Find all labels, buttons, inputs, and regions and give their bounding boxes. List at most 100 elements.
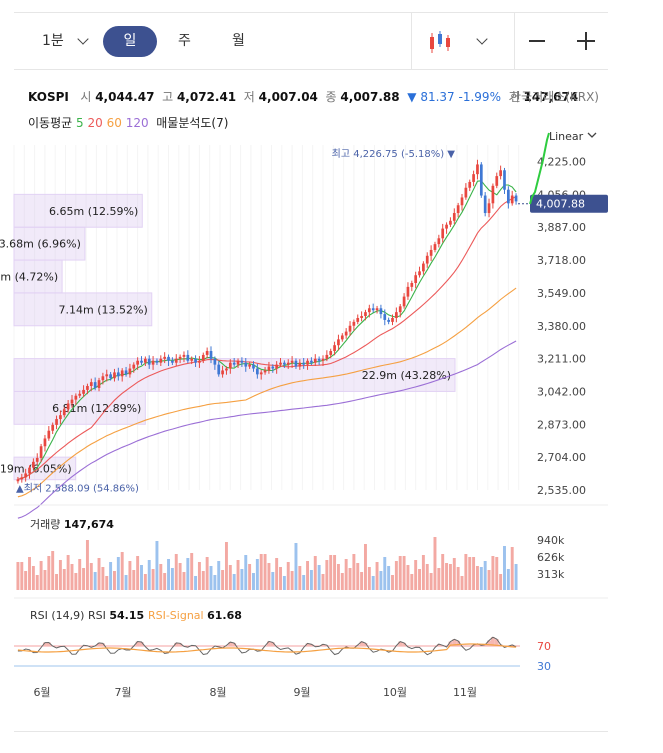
candle: [418, 271, 421, 276]
candle: [499, 170, 502, 177]
candle: [213, 358, 217, 365]
candle: [248, 364, 251, 367]
volume-bar: [398, 556, 402, 590]
candle: [78, 393, 82, 396]
candle: [82, 389, 85, 394]
candle: [495, 176, 499, 186]
volume-bar: [178, 563, 182, 590]
volume-bar: [275, 558, 279, 590]
candle: [460, 197, 464, 206]
open-value: 4,044.47: [95, 90, 155, 104]
volume-bar: [340, 573, 344, 590]
volume-bar: [31, 566, 35, 590]
candle: [410, 283, 414, 287]
period-tab-month[interactable]: 월: [232, 33, 245, 49]
volume-bar: [383, 557, 387, 590]
volume-bar: [371, 576, 375, 590]
volume-bar: [190, 553, 194, 590]
x-month-label: 9월: [293, 686, 310, 699]
volume-bar: [514, 564, 518, 590]
volume-bar: [228, 565, 232, 590]
toolbar-divider: [514, 13, 515, 69]
candle: [456, 205, 460, 214]
candle: [302, 362, 306, 365]
interval-select[interactable]: 1분: [42, 33, 64, 49]
volume-bar: [452, 558, 456, 590]
volume-bar: [213, 575, 217, 590]
volume-profile-label[interactable]: 매물분석도(7): [156, 116, 229, 130]
close-value: 4,007.88: [340, 90, 400, 104]
candle: [217, 364, 221, 375]
candle: [375, 308, 379, 311]
volume-bar: [279, 567, 282, 590]
volume-bar: [221, 570, 225, 590]
candle: [437, 238, 441, 245]
candle: [445, 224, 448, 229]
candle: [39, 446, 43, 458]
volume-profile-label: 2.50m (4.72%): [0, 270, 58, 283]
ma-label[interactable]: 이동평균: [28, 116, 73, 130]
ma60-line: [17, 287, 517, 498]
y-tick-label: 3,380.00: [537, 320, 586, 333]
volume-bar: [491, 556, 495, 590]
volume-bar: [414, 560, 418, 590]
current-price-label: 4,007.88: [536, 198, 585, 211]
ma120-line: [17, 340, 517, 519]
volume-bar: [410, 574, 414, 590]
volume-bar: [429, 573, 433, 590]
volume-bar: [128, 561, 132, 590]
volume-bar: [329, 555, 333, 590]
volume-bar: [24, 571, 28, 590]
current-price-badge: [530, 194, 608, 213]
candle: [306, 360, 309, 365]
volume-bar: [252, 573, 255, 590]
change-value: 81.37: [420, 90, 455, 104]
volume-bar: [167, 559, 170, 590]
volume-tick-label: 313k: [537, 568, 565, 581]
candle: [182, 354, 186, 357]
volume-bar: [232, 574, 236, 590]
candle: [228, 362, 232, 369]
candle: [452, 213, 456, 221]
candle: [43, 438, 47, 447]
candle: [51, 424, 55, 431]
volume-bar: [70, 564, 74, 590]
volume-profile-bar: [13, 193, 143, 228]
period-tab-day[interactable]: 일: [103, 26, 157, 57]
y-tick-label: 3,718.00: [537, 254, 586, 267]
candle: [263, 370, 267, 373]
candle: [402, 296, 406, 307]
volume-bar: [313, 556, 317, 590]
volume-bar: [147, 560, 151, 590]
volume-bar: [433, 537, 437, 590]
volume-bar: [255, 559, 259, 590]
candle: [398, 306, 402, 313]
candle: [441, 228, 445, 239]
candle: [286, 362, 290, 365]
zoom-in-icon[interactable]: [577, 32, 595, 50]
y-tick-label: 2,873.00: [537, 418, 586, 431]
volume-bar: [325, 560, 329, 590]
volume-bar: [445, 563, 449, 590]
volume-bar: [182, 572, 186, 590]
volume-bar: [82, 568, 86, 590]
ma-20: 20: [87, 116, 103, 130]
candle: [348, 325, 352, 332]
x-month-label: 7월: [114, 686, 131, 699]
candle: [325, 354, 329, 359]
candle: [236, 360, 240, 365]
period-tab-week[interactable]: 주: [178, 33, 191, 49]
candle: [290, 360, 294, 363]
candle: [167, 356, 170, 361]
volume-bar: [267, 563, 271, 590]
volume-bar: [43, 570, 47, 590]
zoom-out-icon[interactable]: [529, 40, 545, 42]
candle: [321, 358, 325, 361]
volume-bar: [89, 563, 93, 590]
candle: [360, 316, 363, 318]
candle: [186, 354, 190, 361]
ma-120: 120: [125, 116, 149, 130]
low-value: 4,007.04: [258, 90, 318, 104]
candlestick-type-icon[interactable]: [428, 29, 456, 55]
